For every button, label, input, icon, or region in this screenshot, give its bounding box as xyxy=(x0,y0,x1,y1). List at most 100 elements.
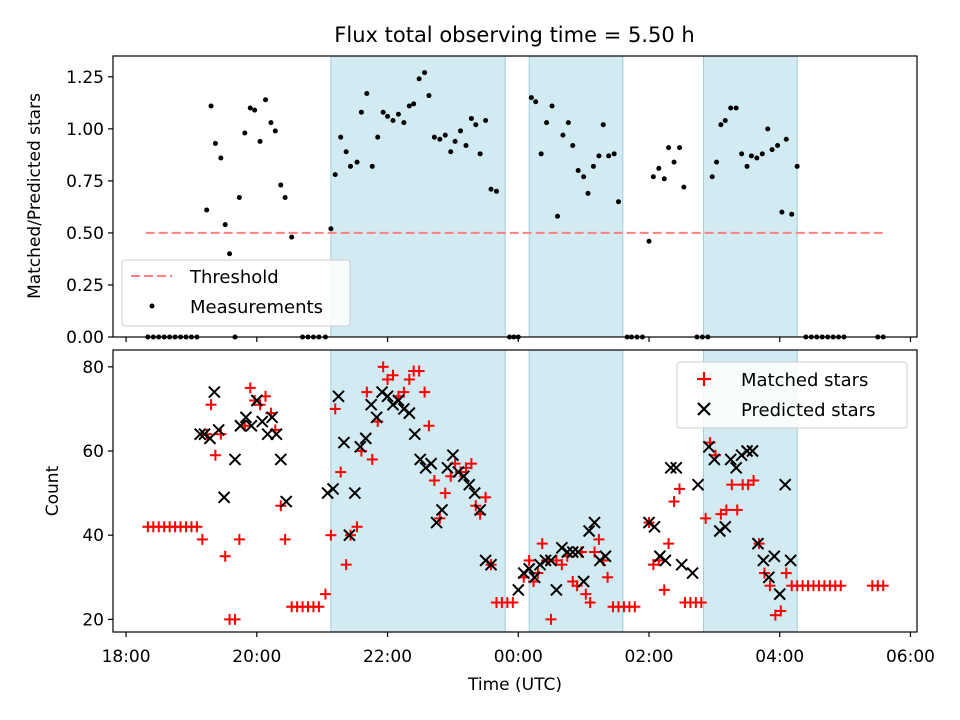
legend-measurements-swatch xyxy=(149,303,155,309)
matched-star-marker xyxy=(695,597,707,609)
measurement-point xyxy=(452,138,458,144)
measurement-point xyxy=(739,151,745,157)
predicted-star-marker xyxy=(773,587,786,601)
measurement-point xyxy=(779,209,785,215)
predicted-star-marker xyxy=(250,394,264,407)
x-tick-label: 06:00 xyxy=(886,647,935,667)
measurement-point xyxy=(611,151,617,157)
predicted-star-marker xyxy=(270,427,283,441)
matched-star-markers xyxy=(142,361,889,625)
matched-star-marker xyxy=(219,550,231,562)
matched-star-marker xyxy=(439,487,451,499)
measurement-point xyxy=(544,120,550,126)
measurement-point xyxy=(615,199,621,205)
matched-star-marker xyxy=(279,533,291,545)
measurement-point xyxy=(560,132,566,138)
measurement-point xyxy=(718,122,724,128)
measurement-point xyxy=(343,149,349,155)
matched-star-marker xyxy=(351,521,363,533)
matched-star-marker xyxy=(536,538,548,550)
x-tick-label: 04:00 xyxy=(755,647,804,667)
chart-title: Flux total observing time = 5.50 h xyxy=(334,23,694,47)
measurement-point xyxy=(222,222,228,228)
predicted-star-marker xyxy=(359,432,372,445)
predicted-star-marker xyxy=(403,406,416,420)
y-tick-label: 40 xyxy=(82,526,104,546)
bottom-axes-frame xyxy=(112,349,918,633)
measurement-point xyxy=(236,195,242,201)
predicted-star-marker xyxy=(577,575,590,588)
x-tick-label: 20:00 xyxy=(232,647,281,667)
measurement-point xyxy=(242,130,248,136)
matched-star-marker xyxy=(780,567,792,579)
measurement-point xyxy=(431,134,437,140)
measurement-point xyxy=(783,136,789,142)
predicted-star-marker xyxy=(544,554,558,567)
measurement-point xyxy=(681,184,687,190)
matched-star-marker xyxy=(191,521,203,533)
y-tick-label: 20 xyxy=(82,610,104,630)
measurement-point xyxy=(208,103,214,109)
measurement-point xyxy=(395,111,401,117)
shaded-interval xyxy=(528,55,624,338)
legend-matched-label: Matched stars xyxy=(741,370,868,391)
top-legend-box xyxy=(121,259,351,327)
measurement-point xyxy=(227,251,233,257)
predicted-star-marker xyxy=(430,516,443,529)
y-tick-label: 0.25 xyxy=(66,276,104,296)
measurement-point xyxy=(401,120,407,126)
predicted-star-marker xyxy=(512,583,525,597)
matched-star-marker xyxy=(196,533,208,545)
measurement-point xyxy=(448,149,454,155)
measurement-point xyxy=(646,238,652,244)
predicted-star-marker xyxy=(212,423,225,437)
predicted-star-marker xyxy=(599,550,612,563)
measurement-point xyxy=(722,118,728,124)
matched-star-marker xyxy=(215,428,227,440)
measurement-point xyxy=(463,143,469,149)
top-y-axis-label: Matched/Predicted stars xyxy=(25,93,45,299)
measurement-point xyxy=(565,120,571,126)
predicted-star-marker xyxy=(256,415,269,428)
measurement-point xyxy=(483,118,489,124)
measurement-point xyxy=(754,155,760,161)
shaded-interval xyxy=(702,55,798,338)
predicted-star-marker xyxy=(414,453,427,466)
matched-star-marker xyxy=(748,474,760,486)
measurement-point xyxy=(585,190,591,196)
predicted-star-marker xyxy=(343,528,356,542)
matched-star-marker xyxy=(629,601,641,613)
matched-star-marker xyxy=(580,588,592,600)
measurement-point xyxy=(272,128,278,134)
predicted-star-marker xyxy=(702,440,716,454)
measurement-point xyxy=(581,174,587,180)
matched-star-marker xyxy=(764,580,776,592)
matched-star-marker xyxy=(584,597,596,609)
measurement-point xyxy=(268,120,274,126)
matched-star-marker xyxy=(602,571,614,583)
predicted-star-marker xyxy=(691,478,705,491)
predicted-star-marker xyxy=(746,444,759,458)
predicted-star-marker xyxy=(228,453,242,466)
measurement-point xyxy=(528,95,534,101)
legend-threshold-label: Threshold xyxy=(189,267,279,288)
matched-star-marker xyxy=(229,613,241,625)
predicted-star-marker xyxy=(664,461,677,475)
predicted-star-marker xyxy=(473,503,487,517)
measurement-point xyxy=(473,122,479,128)
predicted-star-marker xyxy=(234,419,247,432)
matched-star-marker xyxy=(507,597,519,609)
predicted-star-marker xyxy=(326,482,340,496)
matched-star-marker xyxy=(340,559,352,571)
bottom-y-axis-label: Count xyxy=(43,465,63,516)
matched-star-marker xyxy=(209,449,221,461)
x-tick-label: 02:00 xyxy=(625,647,674,667)
bottom-legend-box xyxy=(676,361,908,429)
measurement-point xyxy=(458,128,464,134)
matched-star-marker xyxy=(480,491,492,503)
measurement-point xyxy=(358,109,364,115)
predicted-star-marker xyxy=(332,390,345,403)
measurement-point xyxy=(765,126,771,132)
y-tick-label: 0.75 xyxy=(66,172,104,192)
measurement-point xyxy=(416,76,422,82)
